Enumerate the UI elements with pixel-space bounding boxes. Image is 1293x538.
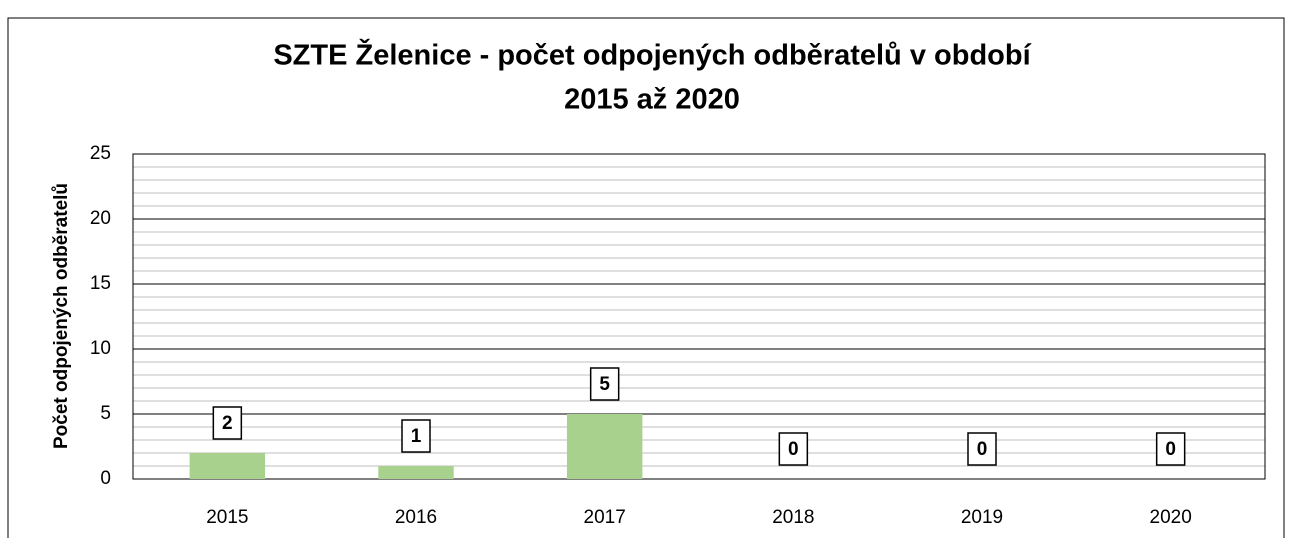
bar — [189, 453, 266, 479]
chart-title: SZTE Želenice - počet odpojených odběrat… — [273, 38, 1031, 72]
chart-title: 2015 až 2020 — [564, 84, 740, 116]
data-label: 0 — [977, 439, 988, 460]
y-tick-label: 15 — [90, 273, 111, 294]
y-axis-title: Počet odpojených odběratelů — [51, 183, 72, 449]
data-label-box — [401, 419, 431, 453]
data-label: 1 — [411, 426, 422, 447]
x-tick-label: 2015 — [206, 507, 248, 528]
data-label-box — [778, 432, 809, 466]
x-tick-label: 2019 — [961, 507, 1003, 528]
data-label-box — [589, 367, 620, 401]
x-tick-label: 2020 — [1150, 507, 1192, 528]
x-tick-label: 2016 — [395, 507, 437, 528]
data-label-box — [212, 406, 243, 440]
plot-frame — [132, 153, 1266, 480]
data-label: 5 — [599, 374, 610, 395]
y-tick-label: 20 — [90, 208, 111, 229]
x-tick-label: 2018 — [772, 507, 814, 528]
data-label-box — [967, 432, 997, 466]
y-tick-label: 10 — [90, 338, 111, 359]
y-tick-label: 5 — [100, 403, 111, 424]
y-tick-label: 0 — [100, 468, 111, 489]
y-tick-label: 25 — [90, 143, 111, 164]
chart-frame — [7, 17, 1285, 538]
bar — [378, 466, 454, 479]
data-label: 0 — [788, 439, 799, 460]
bar — [566, 414, 643, 479]
data-label-box — [1155, 432, 1186, 466]
x-tick-label: 2017 — [584, 507, 626, 528]
data-label: 0 — [1165, 439, 1176, 460]
data-label: 2 — [222, 413, 233, 434]
